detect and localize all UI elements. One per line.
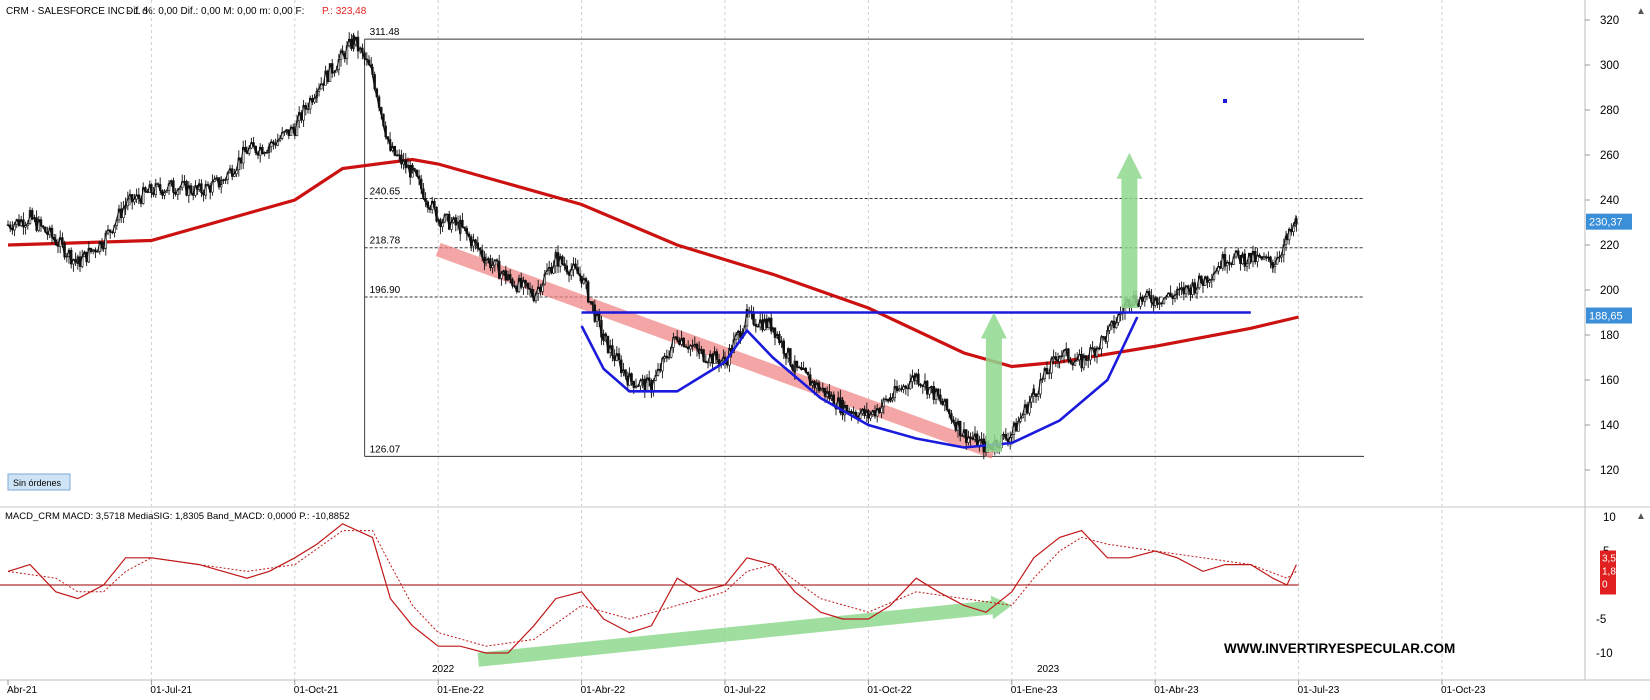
x-tick-7: 01-Ene-23 — [1011, 685, 1058, 696]
y-tick-240: 240 — [1600, 195, 1619, 207]
band-value-text: 0 — [1602, 579, 1608, 590]
last-price-badge — [1586, 213, 1632, 230]
x-tick-3: 01-Ene-22 — [437, 685, 484, 696]
chart-info: Dif. %: 0,00 Dif.: 0,00 M: 0,00 m: 0,00 … — [126, 6, 304, 17]
y-tick-180: 180 — [1600, 330, 1619, 342]
macd-values-badge — [1600, 550, 1616, 595]
signal-value-text: 1,83 — [1602, 566, 1622, 577]
vertical-gridlines — [150, 0, 1443, 680]
y-tick-140: 140 — [1600, 420, 1619, 432]
y-tick-280: 280 — [1600, 105, 1619, 117]
level-label-3: 196.90 — [370, 285, 401, 296]
orders-badge-text: Sin órdenes — [13, 478, 62, 488]
y-tick-160: 160 — [1600, 375, 1619, 387]
x-tick-8: 01-Abr-23 — [1154, 685, 1199, 696]
x-tick-0: Abr-21 — [7, 685, 37, 696]
signal-line — [7, 530, 1297, 647]
price-axis-ticks: 120 140 160 180 200 220 240 260 280 300 320 — [1585, 15, 1619, 477]
macd-tick--5: -5 — [1596, 614, 1606, 626]
level-label-0: 311.48 — [370, 27, 400, 38]
y-tick-220: 220 — [1600, 240, 1619, 252]
cup-pattern-line — [580, 316, 1139, 449]
x-tick-5: 01-Jul-22 — [724, 685, 766, 696]
last-price-badge-text: 230,37 — [1589, 217, 1623, 229]
x-tick-2: 01-Oct-21 — [294, 685, 339, 696]
macd-tick-10: 10 — [1603, 512, 1616, 524]
y-tick-320: 320 — [1600, 15, 1619, 27]
target-arrow-2 — [1116, 152, 1143, 308]
orders-badge[interactable] — [7, 473, 71, 491]
level-label-1: 240.65 — [370, 187, 401, 198]
y-tick-300: 300 — [1600, 60, 1619, 72]
time-axis-ticks: Abr-21 01-Jul-21 01-Oct-21 01-Ene-22 01-Abr-… — [7, 680, 1486, 696]
y-tick-120: 120 — [1600, 465, 1619, 477]
neckline-badge-text: 188,65 — [1589, 311, 1623, 323]
x-tick-4: 01-Abr-22 — [581, 685, 626, 696]
x-tick-6: 01-Oct-22 — [867, 685, 912, 696]
chart-last-price: P.: 323,48 — [322, 6, 367, 17]
chart-title: CRM - SALESFORCE INC - 1 d — [6, 6, 148, 17]
y-tick-260: 260 — [1600, 150, 1619, 162]
neckline-badge — [1586, 307, 1632, 324]
y-tick-200: 200 — [1600, 285, 1619, 297]
macd-value-text: 3,57 — [1602, 553, 1622, 564]
scroll-up-icon-macd[interactable]: ▲ — [1636, 511, 1646, 522]
down-trend-channel — [435, 242, 997, 459]
target-arrow-1 — [980, 312, 1007, 452]
x-tick-10: 01-Oct-23 — [1441, 685, 1486, 696]
macd-legend: MACD_CRM MACD: 3,5718 MediaSIG: 1,8305 B… — [5, 511, 350, 522]
level-label-2: 218.78 — [370, 236, 401, 247]
x-tick-1: 01-Jul-21 — [150, 685, 192, 696]
year-label-2023: 2023 — [1037, 664, 1060, 675]
macd-line — [7, 523, 1297, 654]
level-label-4: 126.07 — [370, 444, 401, 455]
macd-tick--10: -10 — [1596, 648, 1613, 660]
watermark: WWW.INVERTIRYESPECULAR.COM — [1224, 641, 1455, 656]
marker-dot — [1223, 99, 1228, 103]
scroll-up-icon[interactable]: ▲ — [1636, 6, 1646, 17]
year-label-2022: 2022 — [432, 664, 455, 675]
x-tick-9: 01-Jul-23 — [1298, 685, 1340, 696]
